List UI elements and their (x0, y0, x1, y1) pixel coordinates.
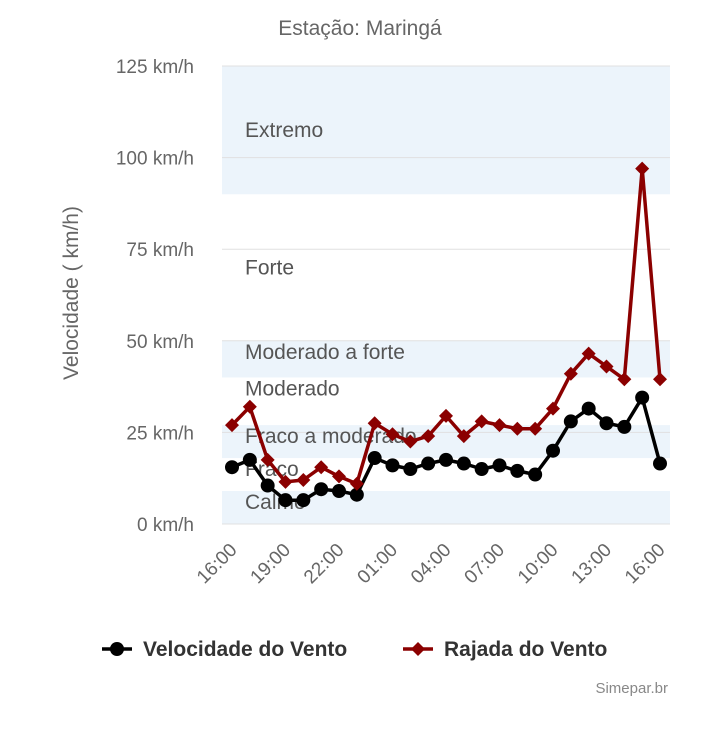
point-0-4 (296, 493, 311, 508)
point-1-14 (474, 414, 489, 429)
point-1-0 (225, 418, 239, 433)
y-tick-label: 100 km/h (116, 149, 194, 170)
x-tick-label: 13:00 (568, 540, 616, 588)
point-0-24 (653, 456, 667, 471)
point-1-4 (296, 473, 311, 488)
x-tick-label: 10:00 (514, 540, 562, 588)
x-tick-label: 04:00 (407, 540, 455, 588)
point-1-11 (421, 429, 436, 444)
point-0-20 (581, 401, 596, 416)
point-1-8 (367, 416, 382, 431)
point-0-2 (260, 478, 275, 493)
point-0-0 (225, 460, 239, 475)
point-1-24 (653, 372, 667, 387)
point-0-17 (528, 467, 543, 482)
point-1-3 (278, 474, 293, 489)
point-1-23 (635, 161, 650, 176)
point-0-9 (385, 458, 400, 473)
point-0-22 (617, 419, 632, 434)
point-0-13 (456, 456, 471, 471)
point-0-21 (599, 416, 614, 431)
point-1-18 (546, 401, 560, 416)
x-axis: 16:00 19:00 22:00 01:00 04:00 07:00 10:00 13:00… (193, 540, 669, 588)
point-0-19 (563, 414, 578, 429)
x-tick-label: 01:00 (354, 540, 402, 588)
point-0-6 (332, 484, 346, 499)
x-tick-label: 16:00 (193, 540, 241, 588)
band-2 (222, 425, 670, 459)
y-tick-label: 0 km/h (137, 515, 194, 536)
point-1-21 (599, 359, 614, 374)
band-5 (222, 194, 670, 341)
band-label-3: Moderado (245, 377, 340, 400)
point-1-17 (528, 421, 543, 436)
y-axis-title: Velocidade ( km/h) (60, 206, 83, 380)
series-layer (225, 161, 667, 508)
point-0-1 (242, 452, 257, 467)
point-0-3 (278, 493, 293, 508)
x-tick-label: 22:00 (300, 540, 348, 588)
point-0-14 (474, 462, 489, 477)
legend-marker-1 (411, 642, 425, 656)
band-label-6: Extremo (245, 119, 323, 142)
point-1-7 (349, 476, 364, 491)
point-1-1 (242, 399, 257, 414)
band-0 (222, 491, 670, 524)
credits-link[interactable]: Simepar.br (595, 680, 668, 697)
y-axis: 0 km/h 25 km/h 50 km/h 75 km/h 100 km/h 125 k… (116, 57, 194, 536)
band-label-4: Moderado a forte (245, 341, 405, 364)
point-0-23 (635, 390, 650, 405)
point-1-6 (332, 469, 346, 484)
point-0-15 (492, 458, 507, 473)
y-tick-label: 50 km/h (126, 332, 194, 353)
y-tick-label: 25 km/h (126, 423, 194, 444)
point-1-5 (314, 460, 329, 475)
point-1-2 (260, 452, 275, 467)
legend-marker-0 (110, 642, 124, 656)
point-1-19 (563, 366, 578, 381)
legend: Velocidade do Vento Rajada do Vento (102, 638, 607, 661)
point-0-12 (439, 452, 453, 467)
x-tick-label: 07:00 (461, 540, 509, 588)
chart-title: Estação: Maringá (278, 17, 442, 40)
point-1-9 (385, 427, 400, 442)
point-1-12 (439, 408, 453, 423)
x-tick-label: 16:00 (621, 540, 669, 588)
point-0-11 (421, 456, 436, 471)
point-0-5 (314, 482, 329, 497)
band-label-5: Forte (245, 257, 294, 280)
point-0-10 (403, 462, 418, 477)
point-1-15 (492, 418, 507, 433)
point-1-22 (617, 372, 632, 387)
legend-label-1: Rajada do Vento (444, 638, 607, 661)
point-1-16 (510, 421, 525, 436)
band-6 (222, 66, 670, 195)
grid-lines (222, 65, 670, 525)
x-tick-label: 19:00 (247, 540, 295, 588)
point-0-7 (349, 487, 364, 502)
point-1-10 (403, 434, 418, 449)
point-0-8 (367, 451, 382, 466)
point-1-13 (456, 429, 471, 444)
point-0-16 (510, 463, 525, 478)
y-tick-label: 125 km/h (116, 57, 194, 78)
point-0-18 (546, 443, 560, 458)
band-label-0: Calmo (245, 491, 306, 514)
y-tick-label: 75 km/h (126, 240, 194, 261)
intensity-bands (222, 66, 670, 524)
legend-label-0: Velocidade do Vento (143, 638, 347, 661)
point-1-20 (581, 346, 596, 361)
